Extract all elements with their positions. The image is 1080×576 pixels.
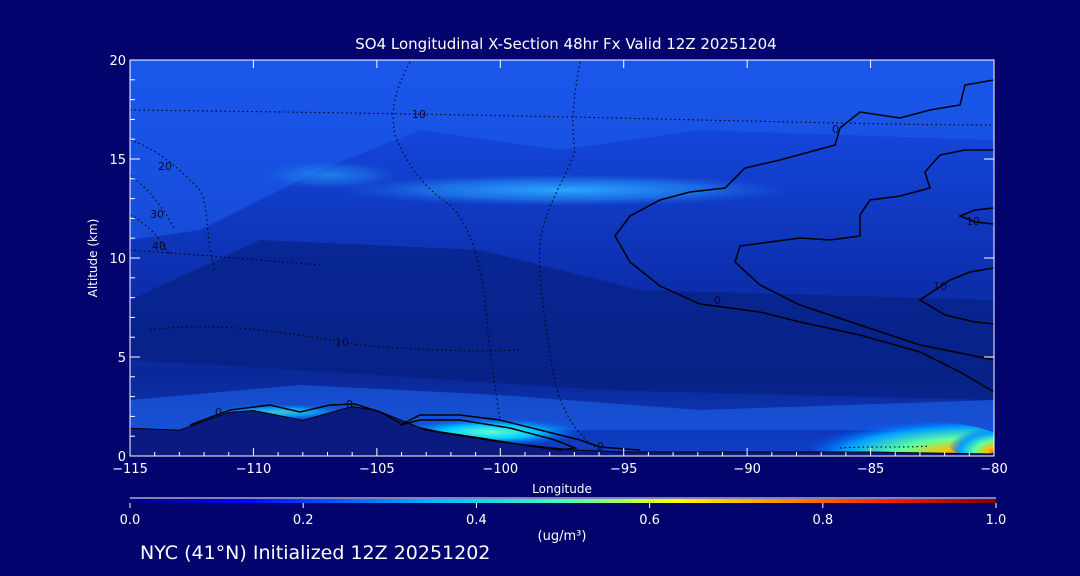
y-tick-label: 5 (118, 351, 126, 366)
contour-label: 10 (412, 108, 426, 121)
midlevel-dark-region (130, 240, 994, 400)
x-tick-label: −85 (857, 462, 884, 477)
contour-label: 0 (215, 406, 222, 419)
dotted-contours (130, 61, 994, 451)
plume-east-coast (800, 420, 994, 456)
contour-label: 30 (150, 208, 164, 221)
upper-field-lighter (130, 60, 994, 240)
x-tick-label: −80 (980, 462, 1007, 477)
contour-dotted-4 (130, 174, 176, 231)
colorbar-label: (ug/m³) (538, 529, 587, 544)
contour-label: 10 (933, 280, 947, 293)
colorbar-tick-label: 0.2 (293, 513, 314, 528)
contour-label: 10 (966, 215, 980, 228)
contour-solid-0-east (614, 79, 994, 393)
upper-band-west (260, 161, 400, 189)
colorbar-tick-label: 0.4 (466, 513, 487, 528)
x-tick-label: −105 (359, 462, 395, 477)
contour-label: 20 (158, 160, 172, 173)
contour-label: 0 (597, 440, 604, 453)
colorbar-tick-label: 0.0 (120, 513, 141, 528)
contour-label: 0 (346, 398, 353, 411)
colorbar-tick-label: 0.6 (639, 513, 660, 528)
contour-label: 40 (152, 240, 166, 253)
x-tick-label: −95 (610, 462, 637, 477)
colorbar-tick-label: 0.8 (812, 513, 833, 528)
contour-solid-10-upper (957, 207, 994, 225)
upper-concentration-band (335, 174, 795, 206)
contour-solid-plume-outer (399, 414, 641, 451)
plot-area: 10 20 30 40 10 0 0 0 0 0 10 10 (130, 60, 994, 456)
y-tick-label: 10 (109, 252, 126, 267)
x-axis: −115 −110 −105 −100 −95 −90 −85 −80 (112, 60, 1008, 477)
colorbar-tick-label: 1.0 (986, 513, 1007, 528)
contour-dotted-6 (130, 109, 994, 126)
colorbar (130, 499, 996, 503)
x-tick-label: −100 (482, 462, 518, 477)
contour-label: 0 (832, 123, 839, 136)
x-axis-label: Longitude (532, 482, 592, 496)
plume-east-coast-core (947, 428, 994, 456)
x-tick-label: −115 (112, 462, 148, 477)
contour-solid-0-west (189, 403, 401, 426)
footer-caption: NYC (41°N) Initialized 12Z 20251202 (140, 542, 491, 564)
contour-dotted-8 (130, 249, 321, 266)
contour-solid-plume-inner (399, 419, 578, 451)
y-tick-label: 15 (109, 153, 126, 168)
contour-label: 10 (335, 336, 349, 349)
y-tick-label: 0 (118, 450, 126, 465)
solid-contours (189, 79, 994, 451)
contour-dotted-5 (130, 214, 171, 256)
contour-dotted-2 (539, 61, 601, 451)
x-tick-label: −110 (236, 462, 272, 477)
contour-solid-10-lower (918, 267, 994, 325)
contour-dotted-3 (130, 139, 216, 271)
x-tick-label: −90 (733, 462, 760, 477)
y-axis-label: Altitude (km) (86, 219, 100, 298)
contour-labels: 10 20 30 40 10 0 0 0 0 0 10 10 (150, 108, 980, 453)
y-axis: 0 5 10 15 20 (109, 54, 994, 465)
chart-title: SO4 Longitudinal X-Section 48hr Fx Valid… (355, 35, 776, 53)
contour-dotted-9 (839, 445, 931, 449)
contour-solid-0-inner (734, 149, 994, 361)
y-tick-label: 20 (109, 54, 126, 69)
colorbar-ticks: 0.0 0.2 0.4 0.6 0.8 1.0 (120, 503, 1007, 528)
contour-label: 0 (714, 294, 721, 307)
terrain-profile (130, 405, 994, 456)
